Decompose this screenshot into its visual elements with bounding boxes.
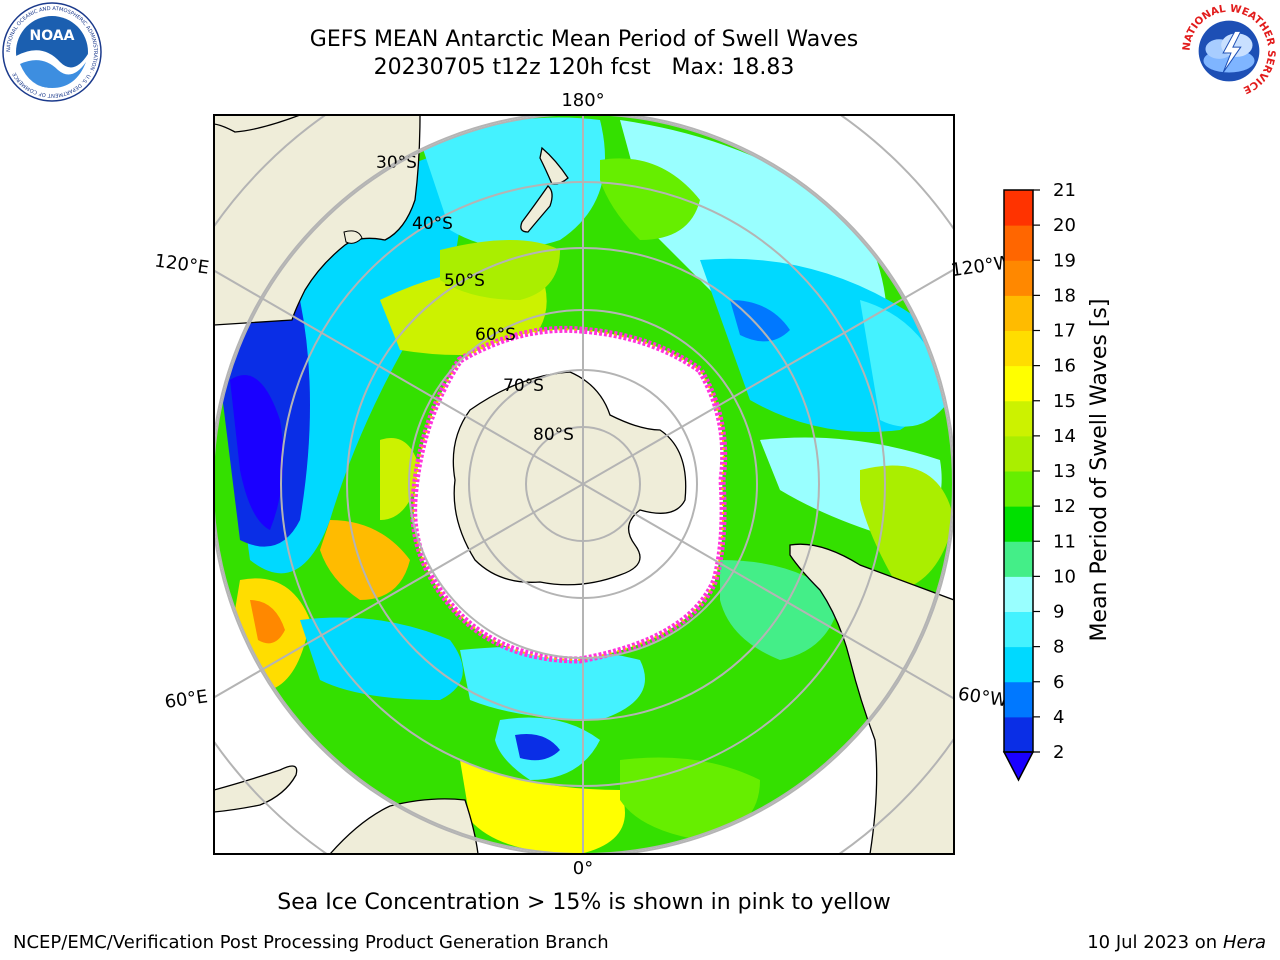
lon-label-120e: 120°E [153, 250, 210, 278]
colorbar-segment [1004, 576, 1033, 612]
colorbar-tick-label: 19 [1053, 250, 1076, 271]
new-zealand-south [520, 185, 553, 233]
antarctica [452, 371, 687, 586]
colorbar-tick-label: 16 [1053, 356, 1076, 377]
colorbar-tick-label: 17 [1053, 321, 1076, 342]
footer-host: Hera [1222, 932, 1266, 953]
colorbar-segment [1004, 716, 1033, 753]
colorbar-segment [1004, 435, 1033, 472]
south-america [789, 543, 954, 854]
colorbar-segment [1004, 400, 1033, 437]
footer-date: 10 Jul 2023 on Hera [1087, 932, 1266, 953]
colorbar-tick-label: 6 [1053, 672, 1064, 693]
colorbar-tick-label: 14 [1053, 426, 1076, 447]
lat-label-80: 80°S [533, 425, 574, 445]
footer-credit: NCEP/EMC/Verification Post Processing Pr… [13, 932, 609, 953]
colorbar-segment [1004, 260, 1033, 296]
sea-ice-caption: Sea Ice Concentration > 15% is shown in … [277, 890, 891, 915]
colorbar-tick-label: 21 [1053, 180, 1076, 201]
colorbar-tick-label: 12 [1053, 496, 1076, 517]
colorbar-segment [1004, 681, 1033, 718]
footer-date-text: 10 Jul 2023 on [1087, 932, 1223, 953]
australia [214, 115, 421, 326]
colorbar-tick-label: 2 [1053, 742, 1064, 763]
colorbar-segment [1004, 295, 1033, 331]
colorbar-segment [1004, 541, 1033, 577]
colorbar-tick-label: 20 [1053, 215, 1076, 236]
colorbar-tick-label: 9 [1053, 602, 1064, 623]
tasmania [343, 230, 363, 244]
colorbar-tick-label: 13 [1053, 461, 1076, 482]
colorbar-tick-label: 4 [1053, 707, 1064, 728]
lon-label-60e: 60°E [163, 686, 209, 713]
lon-label-60w: 60°W [957, 684, 1009, 712]
colorbar-segment [1004, 646, 1033, 683]
colorbar-tick-label: 15 [1053, 391, 1076, 412]
nws-logo: NATIONAL WEATHER SERVICE [1181, 3, 1277, 100]
colorbar-tick-label: 11 [1053, 531, 1076, 552]
noaa-logo: NOAA NATIONAL OCEANIC AND ATMOSPHERIC AD… [2, 2, 102, 102]
lat-label-70: 70°S [503, 376, 544, 396]
colorbar-segment [1004, 365, 1033, 402]
colorbar-tick-label: 8 [1053, 637, 1064, 658]
colorbar-tick-label: 18 [1053, 285, 1076, 306]
lon-label-180: 180° [561, 90, 604, 111]
colorbar-segment [1004, 471, 1033, 507]
colorbar-tick-label: 10 [1053, 566, 1076, 587]
graticule [214, 115, 954, 854]
lat-label-60: 60°S [475, 325, 516, 345]
map-frame [213, 114, 955, 855]
colorbar-segment [1004, 190, 1033, 226]
colorbar-label: Mean Period of Swell Waves [s] [1087, 299, 1112, 642]
lat-label-40: 40°S [412, 214, 453, 234]
colorbar-segment [1004, 506, 1033, 542]
colorbar: 2 4 6 8 9 10 11 12 13 14 15 16 17 18 19 20 21 [1002, 180, 1076, 782]
africa [329, 798, 479, 854]
colorbar-segment [1004, 330, 1033, 367]
colorbar-segment [1004, 225, 1033, 261]
land-upper-left-edge [214, 115, 301, 133]
madagascar [214, 765, 298, 813]
noaa-logo-text: NOAA [30, 28, 75, 44]
title-line-1: GEFS MEAN Antarctic Mean Period of Swell… [309, 27, 859, 52]
land [214, 115, 954, 854]
lat-label-50: 50°S [444, 271, 485, 291]
colorbar-under-arrow [1002, 751, 1035, 782]
title-line-2: 20230705 t12z 120h fcst Max: 18.83 [373, 55, 795, 80]
colorbar-segment [1004, 611, 1033, 648]
lon-label-0: 0° [573, 858, 593, 879]
